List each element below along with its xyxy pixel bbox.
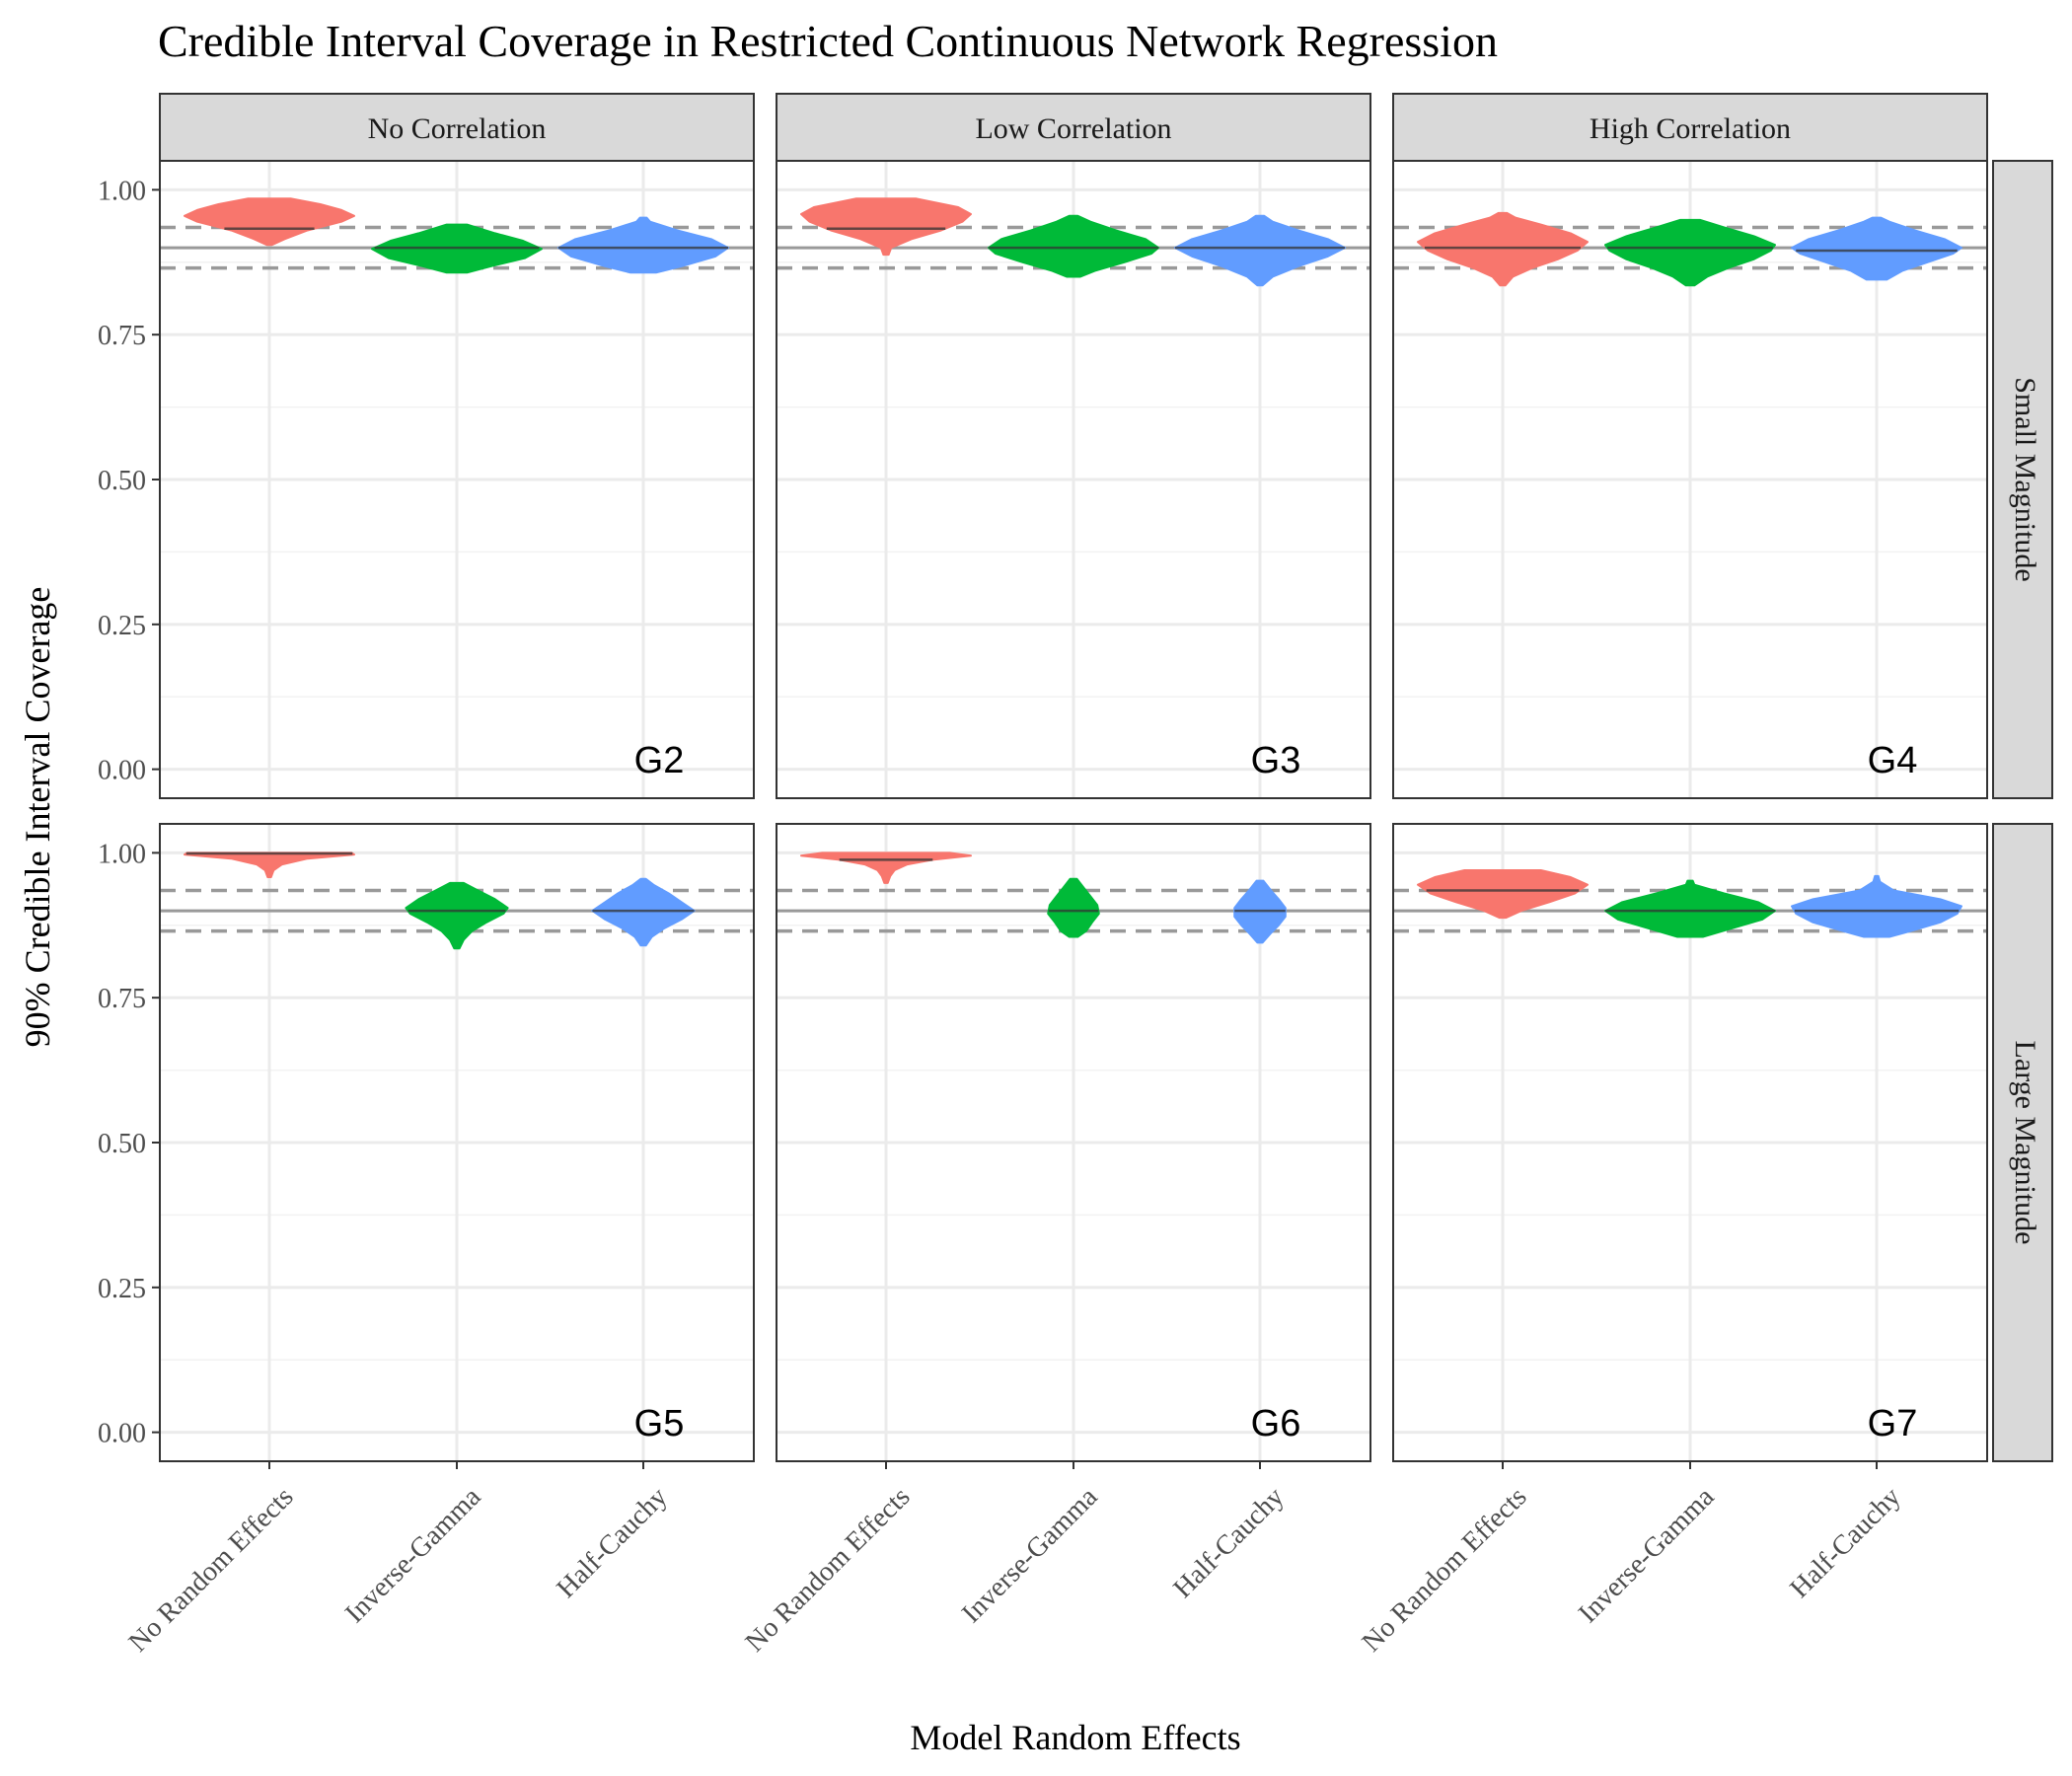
x-tick-label: Inverse-Gamma [339, 1481, 487, 1629]
y-tick-label: 0.50 [98, 466, 146, 496]
violin-inverse-gamma [1047, 877, 1100, 938]
violin-half-cauchy [1174, 214, 1346, 287]
x-tick-label: Half-Cauchy [1167, 1482, 1290, 1604]
x-tick-label: Half-Cauchy [551, 1482, 673, 1604]
y-tick-label: 1.00 [98, 839, 146, 869]
panel-label: G5 [634, 1403, 685, 1444]
y-tick-label: 1.00 [98, 176, 146, 206]
y-tick-label: 0.75 [98, 984, 146, 1014]
facet-strip-column [1392, 93, 1988, 162]
facet-strip-row [1992, 160, 2053, 799]
panel-border [776, 160, 1371, 799]
facet-panel-g7: G7 [1392, 823, 1988, 1462]
y-tick-label: 0.25 [98, 1274, 146, 1304]
violin-inverse-gamma [1604, 218, 1776, 287]
y-tick-label: 0.25 [98, 611, 146, 641]
facet-panel-g6: G6 [776, 823, 1371, 1462]
violin-no-random-effects [184, 197, 355, 247]
violin-half-cauchy [1791, 874, 1962, 938]
x-tick-label: Inverse-Gamma [956, 1481, 1104, 1629]
violin-inverse-gamma [988, 214, 1159, 278]
y-tick-label: 0.00 [98, 756, 146, 786]
violin-half-cauchy [591, 877, 696, 947]
facet-strip-column-label: No Correlation [368, 112, 547, 145]
violin-no-random-effects [800, 197, 972, 257]
facet-panel-g5: G5 [159, 823, 755, 1462]
panel-label: G3 [1251, 740, 1301, 781]
panel-label: G4 [1868, 740, 1918, 781]
facet-panels: No Correlation Low Correlation High Correl… [98, 93, 2053, 1659]
facet-strip-row-label: Small Magnitude [2009, 377, 2041, 581]
facet-strip-column [776, 93, 1371, 162]
facet-strip-column-label: High Correlation [1590, 112, 1791, 145]
panel-label: G2 [634, 740, 685, 781]
facet-panel-g4: G4 [1392, 160, 1988, 799]
violin-half-cauchy [557, 216, 729, 274]
x-tick-label: Inverse-Gamma [1573, 1481, 1721, 1629]
facet-panel-g3: G3 [776, 160, 1371, 799]
x-tick-label: No Random Effects [123, 1482, 300, 1659]
panel-border [1392, 160, 1988, 799]
violin-no-random-effects [1417, 869, 1589, 920]
chart-title: Credible Interval Coverage in Restricted… [158, 16, 1498, 66]
y-axis-label: 90% Credible Interval Coverage [18, 587, 57, 1048]
panel-label: G6 [1251, 1403, 1301, 1444]
x-axis-label: Model Random Effects [910, 1718, 1240, 1757]
violin-inverse-gamma [405, 881, 509, 950]
violin-half-cauchy [1791, 216, 1962, 281]
facet-strip-column [159, 93, 755, 162]
x-tick-label: No Random Effects [740, 1482, 917, 1659]
y-tick-label: 0.50 [98, 1129, 146, 1159]
x-tick-label: No Random Effects [1357, 1482, 1533, 1659]
x-tick-label: Half-Cauchy [1784, 1482, 1906, 1604]
facet-strip-row-label: Large Magnitude [2009, 1041, 2041, 1245]
violin-no-random-effects [1417, 211, 1589, 287]
facet-panel-g2: G2 [159, 160, 755, 799]
panel-label: G7 [1868, 1403, 1918, 1444]
y-tick-label: 0.00 [98, 1419, 146, 1449]
facet-strip-row [1992, 823, 2053, 1462]
y-tick-label: 0.75 [98, 321, 146, 351]
violin-inverse-gamma [1604, 879, 1776, 938]
facet-strip-column-label: Low Correlation [975, 112, 1171, 145]
